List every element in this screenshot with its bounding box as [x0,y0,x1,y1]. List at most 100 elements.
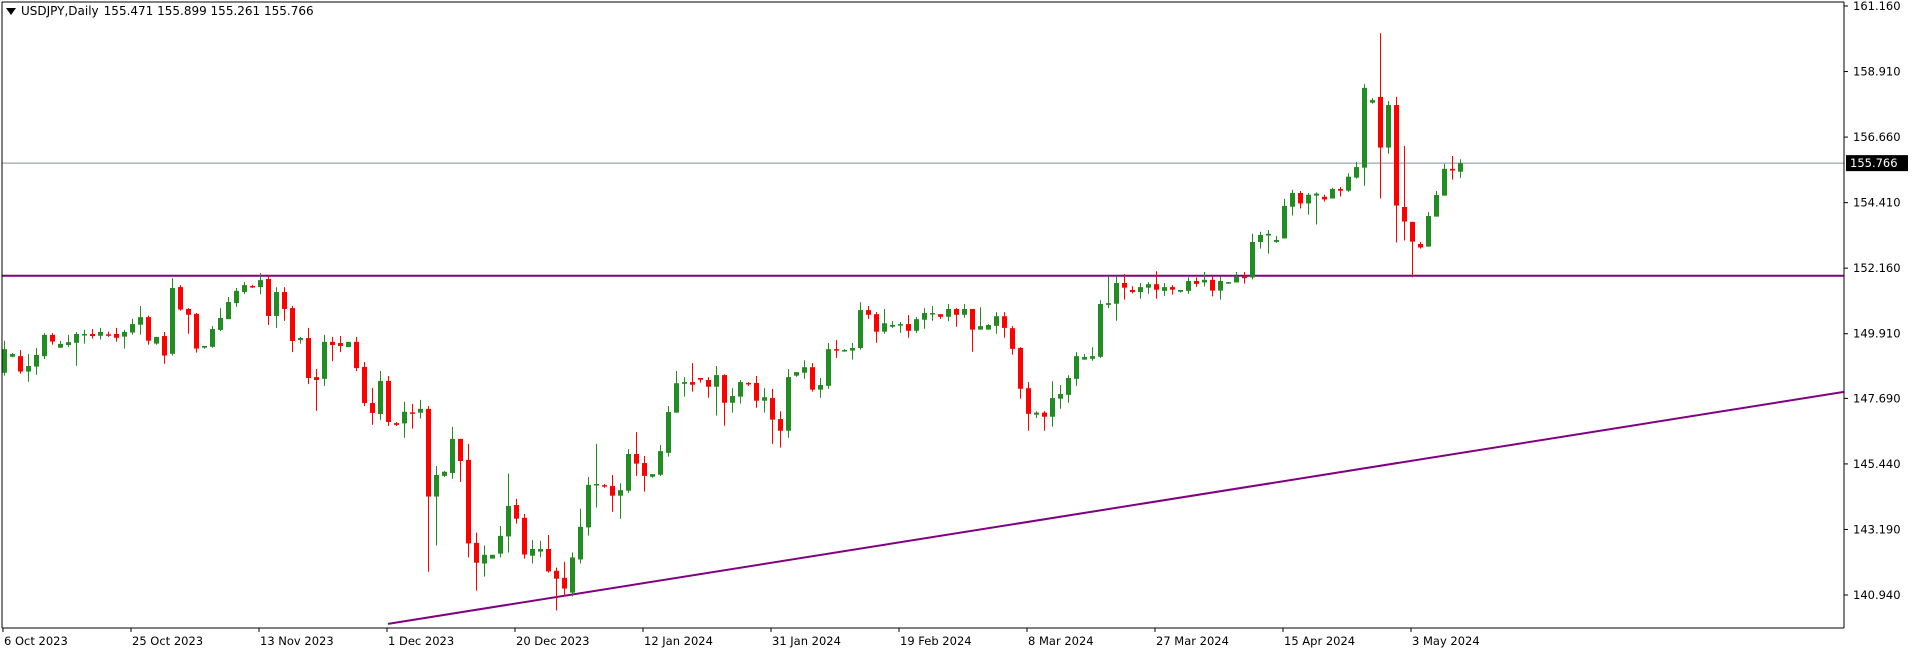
candle-body [458,438,463,462]
candle [362,361,367,406]
candle [66,334,71,347]
candle [938,314,943,319]
candle-body [930,313,935,315]
candle-body [970,308,975,330]
candle [250,284,255,288]
candle-body [1266,233,1271,236]
candle [522,514,527,559]
candle-body [338,343,343,346]
triangle-down-icon[interactable] [6,7,16,15]
candle-body [1346,176,1351,191]
candle [314,368,319,411]
candle [266,274,271,325]
candle [778,411,783,448]
candle [138,306,143,335]
candle [1090,347,1095,361]
candle-body [626,454,631,491]
candle-body [746,382,751,385]
candle [1098,300,1103,358]
candle-body [242,285,247,293]
candle [1458,159,1463,178]
candle [890,321,895,328]
candle-body [946,308,951,317]
candle-body [610,486,615,496]
candle [1162,283,1167,296]
ohlc-readout: 155.471 155.899 155.261 155.766 [103,4,314,18]
candle-body [1058,394,1063,399]
candle [1338,186,1343,197]
candle-body [1178,290,1183,292]
candle-body [954,308,959,315]
candle [146,315,151,345]
y-tick-label: 158.910 [1853,65,1901,79]
candle-body [1010,328,1015,349]
candle [1034,411,1039,418]
candle-body [442,471,447,476]
candle-body [762,397,767,401]
candle [738,380,743,404]
candle [298,336,303,344]
candle-body [1282,205,1287,239]
candle [554,567,559,611]
candle-body [138,317,143,325]
candle-body [706,380,711,387]
candle [562,561,567,597]
price-axis[interactable]: 161.160 158.910 156.660 154.410 152.160 149.9… [1844,0,1908,602]
candle [954,308,959,327]
candle-body [850,347,855,351]
candle [202,345,207,349]
candle-body [42,334,47,357]
candle-body [1082,357,1087,360]
candle-body [370,403,375,413]
candle-body [378,380,383,415]
candle [450,426,455,479]
candle [642,456,647,492]
candle-body [346,341,351,348]
candle-body [570,557,575,593]
candle [754,375,759,408]
candle-body [258,280,263,288]
candle [10,352,15,358]
candle [466,443,471,558]
candle [882,308,887,334]
candle [130,318,135,335]
candle-body [1322,196,1327,200]
candle-body [386,380,391,422]
candle [354,336,359,371]
candle-body [658,451,663,475]
candle [930,306,935,321]
candle-body [770,398,775,420]
candle-body [122,331,127,337]
candle-body [938,314,943,317]
candle-body [106,334,111,336]
candle-body [234,290,239,304]
candle [282,287,287,321]
candle [34,347,39,375]
candle-body [546,548,551,572]
candle-body [1122,283,1127,288]
candle [106,331,111,337]
candle-body [530,548,535,556]
candle [1442,163,1447,196]
candle [1066,375,1071,403]
candle-body [1314,193,1319,196]
candle-body [210,329,215,347]
candle [178,285,183,311]
candle-body [1234,276,1239,283]
candle [74,331,79,366]
candle [914,317,919,333]
x-tick-label: 25 Oct 2023 [132,634,203,648]
candle [434,465,439,546]
x-tick-label: 13 Nov 2023 [260,634,334,648]
candle [1322,194,1327,202]
candle-body [1242,276,1247,279]
candle-body [834,349,839,351]
candle-body [1458,163,1463,172]
candle-body [1138,287,1143,293]
candle [1026,382,1031,431]
candle [1370,98,1375,104]
candle [18,350,23,374]
candle-body [674,383,679,413]
time-axis[interactable]: 6 Oct 2023 25 Oct 2023 13 Nov 2023 1 Dec 20… [2,628,1480,648]
